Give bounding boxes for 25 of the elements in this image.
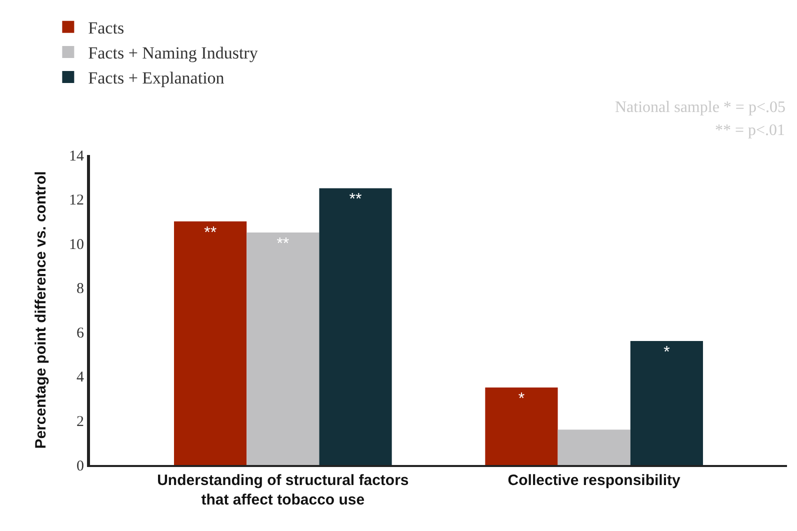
y-tick-label: 2 [76,414,84,430]
y-axis-title: Percentage point difference vs. control [32,171,50,449]
y-tick-label: 14 [69,148,84,164]
legend-label: Facts [88,18,124,38]
y-tick-label: 4 [76,370,84,386]
x-tick-label: Understanding of structural factors that affect tobacco use [157,472,409,508]
data-label: ** [349,191,362,208]
y-tick-label: 0 [76,458,84,474]
legend-label: Facts + Explanation [88,68,225,88]
bar [485,388,558,465]
legend-label: Facts + Naming Industry [88,44,258,63]
y-tick-label: 6 [76,325,84,342]
bar [174,221,247,465]
bar [558,430,630,465]
data-label: ** [204,224,217,242]
data-label: * [518,390,525,408]
x-tick-label: Collective responsibility [508,472,682,489]
y-tick-label: 10 [69,236,84,253]
data-label: ** [276,236,290,252]
y-tick-label: 8 [76,281,84,298]
bar [319,188,392,465]
data-label: * [664,344,670,361]
bar [246,232,320,465]
bar [630,341,703,465]
y-tick-label: 12 [69,192,84,209]
